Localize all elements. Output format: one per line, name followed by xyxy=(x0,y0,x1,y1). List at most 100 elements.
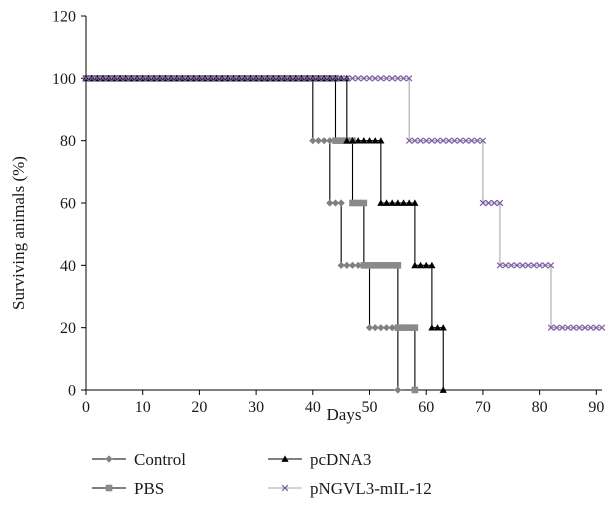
data-point-control xyxy=(354,261,362,269)
data-point-pngvl3-mil-12 xyxy=(496,262,504,269)
data-point-pngvl3-mil-12 xyxy=(422,137,430,144)
data-point-pcdna3 xyxy=(377,137,385,144)
data-point-pcdna3 xyxy=(416,261,425,269)
data-point-pngvl3-mil-12 xyxy=(349,75,356,82)
data-point-control xyxy=(365,324,374,332)
data-point-pngvl3-mil-12 xyxy=(445,137,453,144)
data-point-control xyxy=(309,137,317,145)
data-point-pngvl3-mil-12 xyxy=(184,75,192,82)
data-point-pngvl3-mil-12 xyxy=(111,75,118,82)
data-point-pbs xyxy=(332,137,339,144)
series-line-pngvl3-mil-12 xyxy=(86,77,602,329)
data-point-pngvl3-mil-12 xyxy=(275,75,283,82)
data-point-pngvl3-mil-12 xyxy=(559,324,566,331)
y-tick-label: 80 xyxy=(60,133,76,150)
data-point-control xyxy=(382,324,391,332)
data-point-pngvl3-mil-12 xyxy=(218,75,226,82)
data-point-pngvl3-mil-12 xyxy=(145,75,152,82)
data-point-pngvl3-mil-12 xyxy=(405,137,413,144)
data-point-pcdna3 xyxy=(354,137,362,144)
data-point-pngvl3-mil-12 xyxy=(88,75,95,82)
data-point-pcdna3 xyxy=(360,137,368,144)
y-tick-label: 120 xyxy=(52,9,76,26)
data-point-pngvl3-mil-12 xyxy=(173,75,180,82)
data-point-pcdna3 xyxy=(433,324,442,331)
data-point-pngvl3-mil-12 xyxy=(502,262,509,269)
data-point-pngvl3-mil-12 xyxy=(247,75,254,82)
y-tick-label: 60 xyxy=(60,196,76,213)
data-point-pngvl3-mil-12 xyxy=(462,137,470,144)
data-point-pcdna3 xyxy=(388,199,396,206)
data-point-pngvl3-mil-12 xyxy=(457,137,464,144)
data-point-pcdna3 xyxy=(382,199,391,206)
data-point-pcdna3 xyxy=(394,199,402,206)
data-point-pngvl3-mil-12 xyxy=(400,75,407,82)
x-tick-label: 20 xyxy=(191,399,207,416)
series-line-control xyxy=(86,77,399,390)
data-point-pngvl3-mil-12 xyxy=(105,75,112,82)
legend-item-pbs: PBS xyxy=(92,479,164,498)
data-point-control xyxy=(348,261,357,269)
data-point-control xyxy=(337,261,345,269)
data-point-pngvl3-mil-12 xyxy=(264,75,271,82)
data-point-pbs xyxy=(377,262,385,269)
x-tick-label: 60 xyxy=(418,399,434,416)
data-point-pngvl3-mil-12 xyxy=(309,75,317,82)
data-point-pngvl3-mil-12 xyxy=(337,75,345,82)
data-point-pngvl3-mil-12 xyxy=(593,324,600,331)
data-point-pngvl3-mil-12 xyxy=(201,75,209,82)
data-point-pbs xyxy=(360,262,368,269)
data-point-pngvl3-mil-12 xyxy=(116,75,124,82)
y-tick-label: 20 xyxy=(60,320,76,337)
data-point-pngvl3-mil-12 xyxy=(598,324,606,331)
x-axis-label: Days xyxy=(327,405,362,424)
data-point-pngvl3-mil-12 xyxy=(332,75,339,82)
data-point-pngvl3-mil-12 xyxy=(303,75,311,82)
data-point-pngvl3-mil-12 xyxy=(269,75,277,82)
data-point-pbs xyxy=(349,199,356,207)
data-point-pngvl3-mil-12 xyxy=(587,324,594,331)
data-point-pngvl3-mil-12 xyxy=(122,75,129,82)
x-tick-label: 30 xyxy=(248,399,264,416)
data-point-pcdna3 xyxy=(405,199,413,206)
x-tick-label: 70 xyxy=(475,399,491,416)
data-point-control xyxy=(337,199,345,207)
data-point-control xyxy=(388,324,396,332)
data-point-control xyxy=(377,324,385,332)
x-tick-label: 10 xyxy=(135,399,151,416)
data-point-pngvl3-mil-12 xyxy=(417,137,424,144)
data-point-pngvl3-mil-12 xyxy=(366,75,373,82)
x-tick-label: 0 xyxy=(82,399,90,416)
data-point-control xyxy=(394,386,402,394)
y-tick-label: 0 xyxy=(68,383,76,400)
y-axis-label: Surviving animals (%) xyxy=(9,156,28,310)
data-point-control xyxy=(326,137,334,145)
data-point-pngvl3-mil-12 xyxy=(496,199,504,207)
data-point-pngvl3-mil-12 xyxy=(156,75,163,82)
data-point-pngvl3-mil-12 xyxy=(235,75,243,82)
legend-item-pngvl3-mil-12: pNGVL3-mIL-12 xyxy=(268,479,432,498)
data-point-pngvl3-mil-12 xyxy=(320,75,328,82)
data-point-pngvl3-mil-12 xyxy=(252,75,260,82)
data-point-pngvl3-mil-12 xyxy=(258,75,266,82)
data-point-pcdna3 xyxy=(371,137,379,144)
legend-marker-pbs xyxy=(105,484,113,492)
data-point-pngvl3-mil-12 xyxy=(508,262,515,269)
data-point-pbs xyxy=(411,386,419,394)
y-tick-label: 40 xyxy=(60,258,76,275)
tick-labels-layer: 0 20 40 60 80 100 120 0 10 20 30 40 50 60 70 80 90 xyxy=(52,9,604,417)
data-point-control xyxy=(343,261,351,269)
data-point-pngvl3-mil-12 xyxy=(377,75,385,82)
data-point-pngvl3-mil-12 xyxy=(162,75,169,82)
data-point-pngvl3-mil-12 xyxy=(451,137,458,144)
data-point-pngvl3-mil-12 xyxy=(440,137,447,144)
data-point-control xyxy=(371,324,379,332)
series-lines-layer xyxy=(86,77,602,390)
data-point-pngvl3-mil-12 xyxy=(570,324,577,331)
data-point-pngvl3-mil-12 xyxy=(564,324,572,331)
data-point-pngvl3-mil-12 xyxy=(179,75,186,82)
data-point-pcdna3 xyxy=(439,324,447,331)
data-point-pcdna3 xyxy=(428,261,436,269)
data-point-pcdna3 xyxy=(422,261,430,269)
